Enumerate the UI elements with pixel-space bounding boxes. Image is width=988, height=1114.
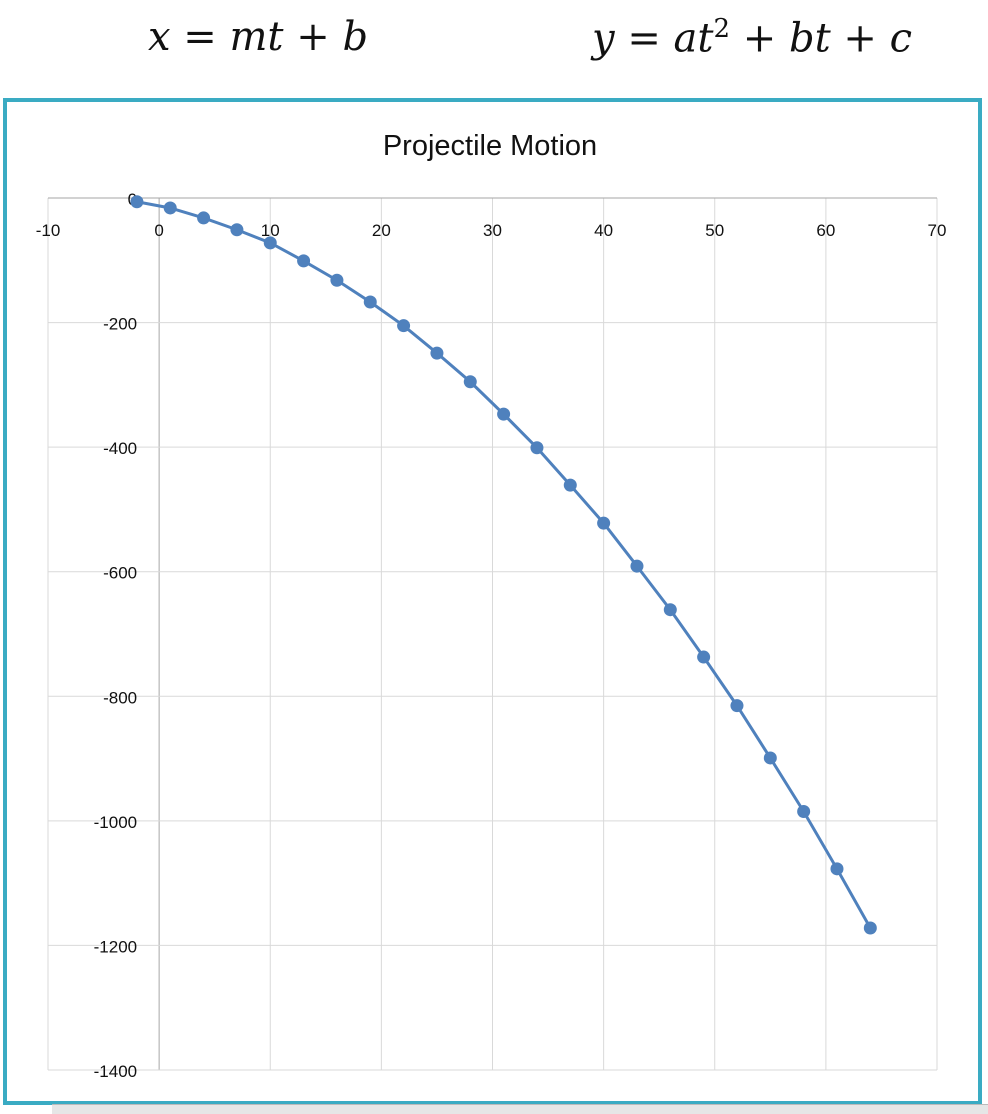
- data-point: [130, 195, 144, 209]
- data-point: [497, 407, 511, 421]
- y-tick-label: -200: [103, 315, 137, 334]
- data-point: [563, 478, 577, 492]
- x-tick-label: 10: [261, 221, 280, 240]
- y-tick-label: -1400: [94, 1062, 137, 1081]
- data-point: [330, 273, 344, 287]
- data-point: [463, 375, 477, 389]
- series-line: [136, 200, 872, 929]
- data-point: [663, 603, 677, 617]
- data-point: [730, 699, 744, 713]
- y-tick-label: -1200: [94, 937, 137, 956]
- x-tick-label: 70: [928, 221, 947, 240]
- y-tick-label: -400: [103, 439, 137, 458]
- data-point: [197, 211, 211, 225]
- data-point: [230, 223, 244, 237]
- data-point: [597, 516, 611, 530]
- x-tick-label: 30: [483, 221, 502, 240]
- data-point: [163, 201, 177, 215]
- y-tick-label: -600: [103, 564, 137, 583]
- data-point: [863, 921, 877, 935]
- x-tick-label: 60: [816, 221, 835, 240]
- data-point: [830, 862, 844, 876]
- data-point: [363, 295, 377, 309]
- x-tick-label: 50: [705, 221, 724, 240]
- data-point: [697, 650, 711, 664]
- y-tick-label: -800: [103, 688, 137, 707]
- x-tick-label: -10: [36, 221, 61, 240]
- y-tick-label: -1000: [94, 813, 137, 832]
- data-point: [630, 559, 644, 573]
- data-point: [797, 805, 811, 819]
- x-tick-label: 0: [154, 221, 163, 240]
- x-equation: x = mt + b: [148, 14, 369, 60]
- x-tick-label: 20: [372, 221, 391, 240]
- data-point: [297, 254, 311, 268]
- x-tick-label: 40: [594, 221, 613, 240]
- bottom-scrollbar[interactable]: [52, 1104, 988, 1114]
- chart-title: Projectile Motion: [383, 130, 597, 162]
- data-point: [263, 236, 277, 250]
- y-equation: y = at2 + bt + c: [592, 14, 912, 62]
- data-point: [763, 751, 777, 765]
- data-point: [397, 319, 411, 333]
- data-point: [530, 441, 544, 455]
- data-point: [430, 346, 444, 360]
